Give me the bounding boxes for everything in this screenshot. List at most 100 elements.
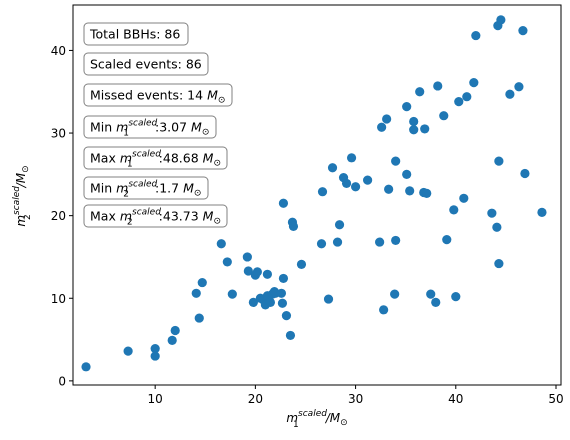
annotation-text-5: Min mscaled 2:1.7 M⊙ [90, 180, 201, 200]
y-tick-label-10: 10 [51, 292, 66, 306]
data-point-73 [469, 78, 479, 88]
data-point-58 [409, 125, 419, 135]
data-point-67 [442, 235, 452, 245]
annotation-box-5 [83, 176, 209, 200]
data-point-35 [316, 239, 327, 249]
data-point-10 [222, 257, 232, 267]
annotation-0: Total BBHs: 86 [83, 22, 189, 46]
annotation-text-3: Min mscaled 1:3.07 M⊙ [90, 119, 209, 139]
data-point-72 [462, 92, 472, 102]
annotation-text-1: Scaled events: 86 [90, 57, 202, 72]
annotation-3: Min mscaled 1:3.07 M⊙ [83, 115, 217, 139]
annotation-box-6 [83, 204, 228, 228]
y-tick-label-40: 40 [51, 44, 66, 58]
data-point-44 [350, 182, 361, 192]
data-point-48 [379, 305, 389, 315]
data-point-7 [194, 313, 204, 323]
data-point-16 [252, 267, 262, 277]
data-point-50 [384, 184, 394, 194]
data-point-45 [363, 175, 373, 185]
y-tick-label-0: 0 [58, 374, 66, 388]
annotation-box-1 [83, 52, 209, 76]
data-point-80 [496, 15, 506, 25]
data-point-33 [288, 221, 299, 231]
annotation-1: Scaled events: 86 [83, 52, 209, 76]
data-point-64 [431, 297, 441, 307]
data-point-0 [81, 362, 91, 372]
data-point-79 [494, 258, 504, 269]
x-tick-label-10: 10 [148, 392, 163, 406]
data-point-62 [422, 188, 432, 198]
data-point-75 [487, 208, 497, 218]
annotation-4: Max mscaled 1:48.68 M⊙ [83, 146, 228, 170]
data-point-78 [494, 156, 504, 166]
data-point-51 [390, 289, 400, 299]
data-point-37 [323, 294, 334, 304]
data-point-3 [150, 351, 160, 361]
x-tick-label-20: 20 [248, 392, 263, 406]
annotation-box-3 [83, 115, 217, 139]
data-point-49 [382, 114, 392, 124]
annotation-box-2 [83, 83, 233, 107]
annotation-5: Min mscaled 2:1.7 M⊙ [83, 176, 209, 200]
data-point-31 [285, 330, 296, 341]
data-point-36 [317, 187, 328, 197]
data-point-54 [402, 169, 412, 179]
data-point-39 [332, 237, 343, 247]
data-point-70 [454, 97, 464, 107]
y-tick-label-30: 30 [51, 127, 66, 141]
data-point-69 [451, 292, 461, 302]
data-point-47 [377, 122, 387, 132]
data-point-38 [327, 163, 338, 173]
data-point-26 [276, 288, 287, 298]
data-point-66 [439, 111, 449, 121]
data-point-29 [278, 273, 289, 284]
data-point-6 [191, 288, 201, 298]
data-point-14 [248, 297, 258, 307]
data-point-76 [492, 222, 502, 232]
data-point-55 [402, 102, 412, 112]
x-tick-label-50: 50 [548, 392, 563, 406]
data-point-42 [341, 178, 352, 189]
data-point-11 [227, 289, 237, 299]
data-point-63 [426, 289, 436, 299]
annotation-2: Missed events: 14 M⊙ [83, 83, 233, 107]
data-point-27 [277, 298, 288, 308]
x-tick-label-40: 40 [448, 392, 463, 406]
data-point-71 [459, 193, 469, 203]
data-point-2 [150, 344, 160, 354]
data-point-68 [449, 205, 459, 215]
annotation-text-6: Max mscaled 2:43.73 M⊙ [90, 208, 221, 228]
data-point-40 [334, 220, 345, 230]
annotation-boxes: Total BBHs: 86 Scaled events: 86 Missed ev… [83, 22, 233, 228]
data-point-81 [505, 89, 515, 99]
data-point-46 [375, 237, 385, 247]
annotation-text-2: Missed events: 14 M⊙ [90, 88, 225, 106]
annotation-text-0: Total BBHs: 86 [89, 27, 180, 42]
data-point-82 [514, 82, 524, 92]
data-point-30 [281, 311, 292, 321]
data-point-8 [197, 277, 207, 288]
data-point-56 [405, 186, 415, 196]
x-axis-label: mscaled 1/M⊙ [286, 409, 347, 430]
data-point-74 [471, 30, 481, 41]
x-tick-label-30: 30 [348, 392, 363, 406]
data-point-4 [167, 335, 177, 345]
data-point-21 [262, 269, 272, 279]
data-point-59 [415, 87, 425, 97]
data-point-9 [216, 239, 226, 249]
y-tick-label-20: 20 [51, 209, 66, 223]
data-point-13 [243, 266, 253, 276]
data-point-28 [278, 198, 289, 208]
data-point-34 [296, 259, 307, 269]
data-point-1 [123, 346, 133, 356]
data-points [81, 15, 547, 372]
annotation-text-4: Max mscaled 1:48.68 M⊙ [90, 150, 221, 170]
axis-ticks: 10 20 30 40 50 0 10 20 30 40 [51, 44, 564, 406]
data-point-83 [518, 26, 528, 36]
annotation-box-4 [83, 146, 228, 170]
data-point-52 [391, 235, 401, 246]
data-point-85 [537, 207, 547, 217]
data-point-65 [433, 81, 443, 91]
